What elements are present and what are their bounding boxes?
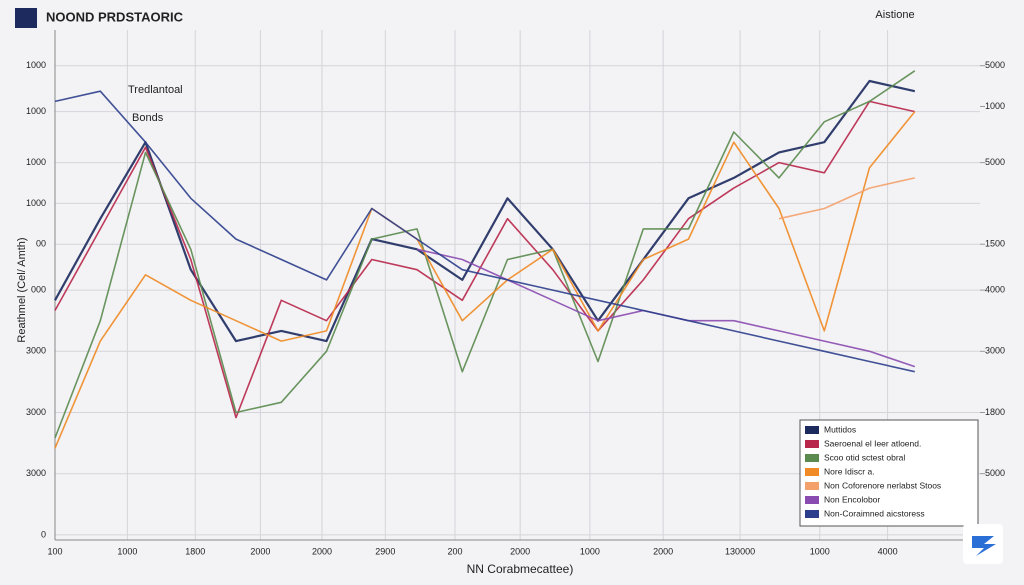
y2-tick-label: 3000 (985, 346, 1005, 356)
legend-swatch (805, 426, 819, 434)
legend: Muttidos Saeroenal el Ieer atloend. Scoo o… (799, 419, 979, 527)
x-tick-label: 2000 (510, 546, 530, 556)
y-tick-label: 3000 (26, 468, 46, 478)
y-tick-label: 1000 (26, 106, 46, 116)
x-axis-label: NN Corabmecattee) (467, 562, 574, 576)
y-tick-label: 3000 (26, 407, 46, 417)
x-tick-label: 1000 (117, 546, 137, 556)
y2-tick-label: 5000 (985, 468, 1005, 478)
y2-tick-label: 1500 (985, 239, 1005, 249)
legend-label: Non Encolobor (824, 494, 880, 504)
x-tick-label: 130000 (725, 546, 755, 556)
annotation: Tredlantoal (128, 84, 183, 96)
y-tick-label: 1000 (26, 60, 46, 70)
legend-label: Nore Idiscr a. (824, 466, 875, 476)
plot: 1000100010001000000003000300030000500010… (26, 30, 1005, 556)
series-line (54, 90, 915, 373)
y2-tick-label: 5000 (985, 157, 1005, 167)
legend-swatch (805, 482, 819, 490)
legend-label: Muttidos (824, 424, 856, 434)
chart-title: NOOND PRDSTAORIC (46, 9, 184, 24)
series-line (54, 111, 916, 449)
y-tick-label: 0 (41, 529, 46, 539)
y-tick-label: 000 (31, 284, 46, 294)
x-tick-label: 2000 (312, 546, 332, 556)
y2-tick-label: 1000 (985, 101, 1005, 111)
series-line (54, 79, 916, 343)
subtitle: Aistione (875, 9, 914, 21)
logo-mark (972, 536, 996, 556)
y-tick-label: 1000 (26, 198, 46, 208)
icon (15, 8, 37, 28)
x-tick-label: 1800 (185, 546, 205, 556)
x-tick-label: 2900 (375, 546, 395, 556)
y2-tick-label: 4000 (985, 284, 1005, 294)
x-tick-label: 2000 (250, 546, 270, 556)
x-tick-label: 2000 (653, 546, 673, 556)
legend-swatch (805, 440, 819, 448)
y-tick-label: 00 (36, 239, 46, 249)
legend-swatch (805, 510, 819, 518)
x-tick-label: 200 (447, 546, 462, 556)
legend-label: Saeroenal el Ieer atloend. (824, 438, 921, 448)
legend-box (799, 419, 979, 527)
y-tick-label: 3000 (26, 346, 46, 356)
series-line (778, 177, 915, 220)
legend-swatch (805, 454, 819, 462)
y2-tick-label: 5000 (985, 60, 1005, 70)
series-line (54, 70, 916, 439)
legend-label: Non-Coraimned aicstoress (824, 508, 925, 518)
legend-label: Non Coforenore nerlabst Stoos (824, 480, 941, 490)
x-tick-label: 100 (47, 546, 62, 556)
x-tick-label: 1000 (580, 546, 600, 556)
legend-label: Scoo otid sctest obral (824, 452, 905, 462)
annotation: Bonds (132, 112, 164, 124)
x-tick-label: 1000 (810, 546, 830, 556)
y2-tick-label: 1800 (985, 407, 1005, 417)
legend-swatch (805, 496, 819, 504)
logo (963, 524, 1003, 564)
series-line (54, 100, 915, 419)
legend-swatch (805, 468, 819, 476)
x-tick-label: 4000 (878, 546, 898, 556)
y-axis-label: Reathmel (Cel/ Amth) (16, 237, 28, 342)
y-tick-label: 1000 (26, 157, 46, 167)
